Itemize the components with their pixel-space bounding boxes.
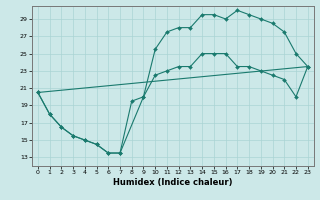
- X-axis label: Humidex (Indice chaleur): Humidex (Indice chaleur): [113, 178, 233, 187]
